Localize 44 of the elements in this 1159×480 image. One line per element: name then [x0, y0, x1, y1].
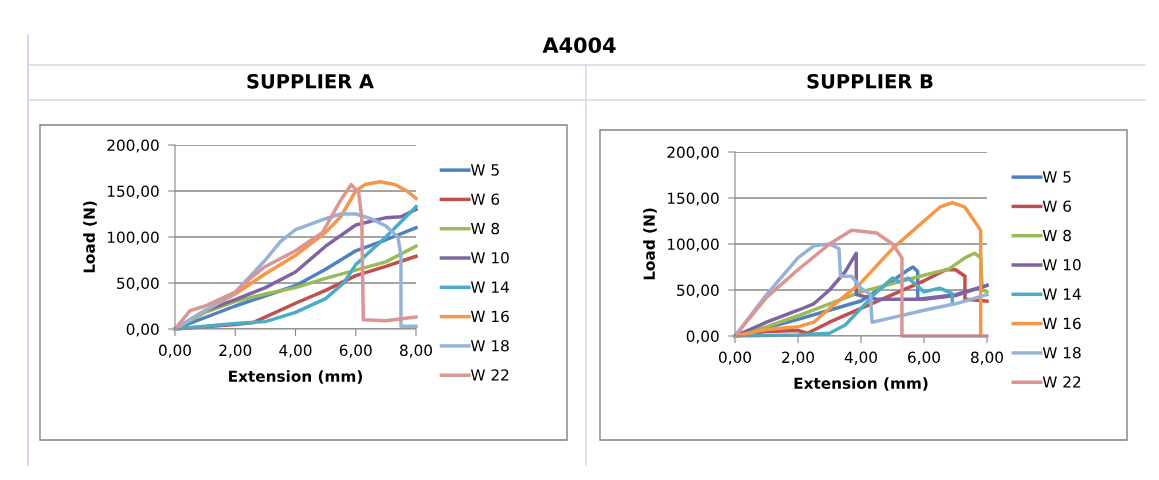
legend-label: W 18: [1042, 346, 1081, 359]
legend-label: W 5: [470, 164, 499, 176]
line-series: [733, 276, 955, 338]
y-tick-label: 200,00: [107, 139, 159, 153]
legend-label: W 5: [1042, 171, 1071, 183]
legend-label: W 14: [1042, 288, 1081, 300]
y-axis-title: Load (N): [643, 208, 657, 280]
x-tick-label: 4,00: [844, 351, 877, 365]
legend-label: W 8: [1042, 229, 1071, 242]
legend-label: W 10: [1042, 259, 1081, 271]
x-axis-title: Extension (mm): [794, 377, 928, 391]
legend-label: W 14: [470, 281, 509, 293]
legend-label: W 6: [470, 193, 500, 205]
y-tick-label: 50,00: [117, 277, 159, 291]
x-axis-title: Extension (mm): [229, 370, 363, 384]
x-tick-label: 4,00: [279, 344, 312, 358]
x-tick-label: 8,00: [971, 351, 1003, 365]
legend-label: W 22: [1042, 376, 1081, 388]
x-tick-label: 6,00: [339, 344, 372, 358]
text: A4004: [542, 37, 616, 54]
x-tick-label: 0,00: [159, 344, 191, 358]
x-tick-label: 6,00: [908, 351, 940, 365]
x-tick-label: 0,00: [719, 351, 751, 365]
legend-label: W 16: [1042, 317, 1081, 330]
y-tick-label: 100,00: [107, 231, 159, 245]
legend-label: W 10: [470, 252, 509, 264]
y-tick-label: 50,00: [677, 284, 719, 298]
chart-title: SUPPLIER B: [807, 73, 933, 89]
x-tick-label: 2,00: [782, 351, 814, 365]
legend-label: W 6: [1042, 200, 1072, 212]
y-tick-label: 150,00: [667, 192, 719, 206]
y-axis-title: Load (N): [83, 201, 97, 273]
chart-title: SUPPLIER A: [247, 73, 374, 89]
legend-label: W 18: [470, 339, 509, 352]
y-tick-label: 0,00: [686, 330, 719, 344]
legend-label: W 16: [470, 310, 509, 323]
legend-label: W 8: [470, 222, 500, 235]
y-tick-label: 100,00: [667, 238, 719, 252]
x-tick-label: 8,00: [400, 344, 432, 358]
y-tick-label: 150,00: [107, 185, 159, 199]
y-tick-label: 200,00: [667, 146, 719, 160]
y-tick-label: 0,00: [126, 323, 159, 337]
x-tick-label: 2,00: [219, 344, 252, 358]
legend-label: W 22: [470, 369, 509, 381]
